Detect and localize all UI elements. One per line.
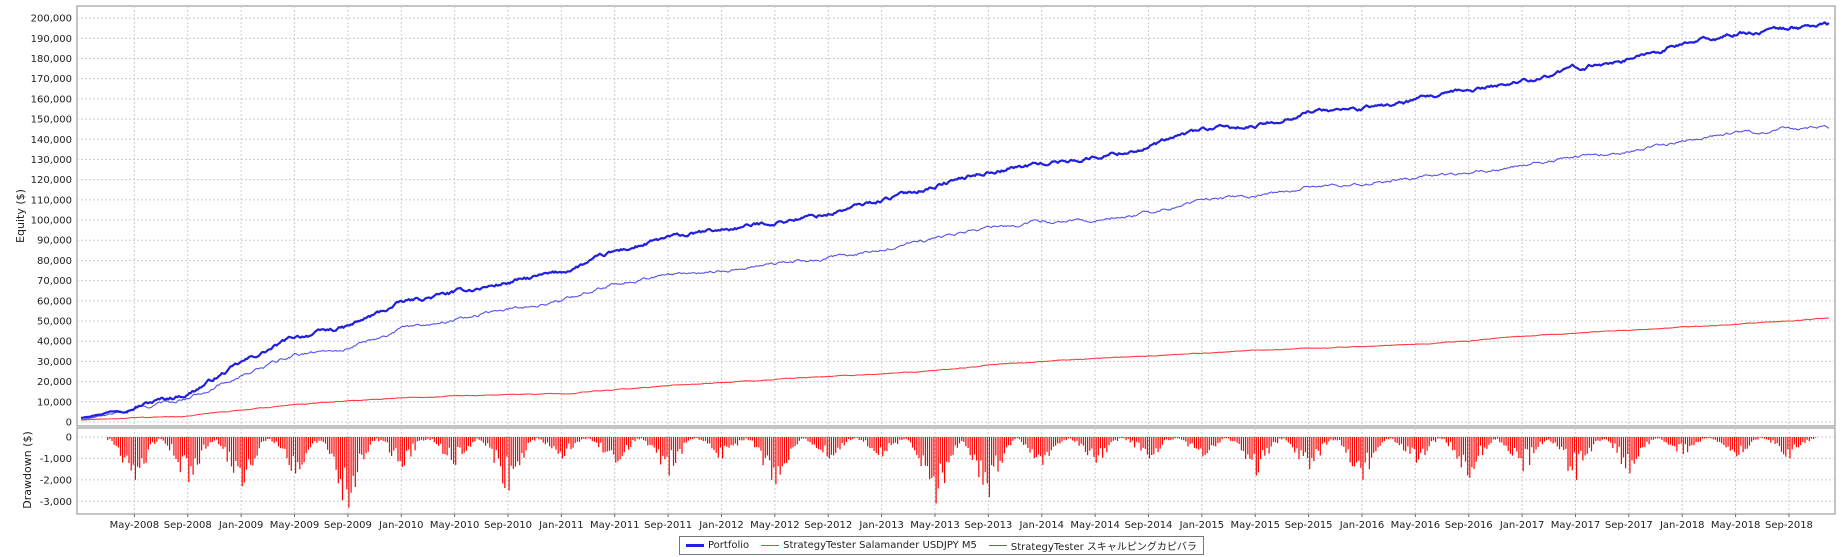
x-tick-label: Jan-2014: [1018, 520, 1063, 531]
x-tick-label: Sep-2018: [1765, 520, 1813, 531]
x-tick-label: Jan-2009: [218, 520, 263, 531]
equity-y-tick-label: 170,000: [31, 74, 72, 85]
x-tick-label: May-2017: [1551, 520, 1601, 531]
x-tick-label: Sep-2009: [324, 520, 372, 531]
x-tick-label: Jan-2012: [698, 520, 743, 531]
x-tick-label: May-2016: [1391, 520, 1441, 531]
equity-y-tick-label: 20,000: [37, 377, 72, 388]
x-tick-label: Jan-2010: [378, 520, 423, 531]
equity-y-tick-label: 80,000: [37, 256, 72, 267]
x-tick-label: Jan-2016: [1339, 520, 1384, 531]
drawdown-y-ticks: 0 -1,000 -2,000 -3,000: [40, 433, 72, 508]
equity-y-tick-label: 120,000: [31, 175, 72, 186]
equity-y-tick-label: 40,000: [37, 337, 72, 348]
equity-lines: [80, 21, 1830, 421]
x-tick-label: Sep-2013: [964, 520, 1012, 531]
equity-y-tick-label: 100,000: [31, 216, 72, 227]
equity-y-tick-label: 90,000: [37, 236, 72, 247]
x-tick-label: Sep-2011: [644, 520, 692, 531]
x-tick-label: Jan-2017: [1499, 520, 1544, 531]
legend-item-kapibara: StrategyTester スキャルピングカピバラ: [988, 538, 1197, 553]
portfolio-line: [80, 21, 1830, 420]
equity-y-tick-label: 110,000: [31, 195, 72, 206]
legend-item-salamander: StrategyTester Salamander USDJPY M5: [761, 540, 977, 551]
equity-y-ticks: 0 10,000 20,000 30,000 40,000 50,000 60,000 70,…: [31, 14, 72, 429]
x-tick-label: May-2015: [1230, 520, 1280, 531]
drawdown-y-tick-label: -2,000: [40, 475, 72, 486]
x-tick-label: May-2008: [110, 520, 160, 531]
x-tick-label: Sep-2016: [1445, 520, 1493, 531]
x-tick-label: Jan-2011: [538, 520, 583, 531]
salamander-line: [80, 317, 1830, 421]
equity-plot-frame: [76, 5, 1836, 427]
x-tick-label: May-2014: [1070, 520, 1120, 531]
equity-y-tick-label: 10,000: [37, 397, 72, 408]
equity-grid: [77, 6, 1835, 426]
drawdown-axis-label: Drawdown ($): [21, 431, 34, 509]
x-tick-label: Sep-2014: [1125, 520, 1173, 531]
x-tick-label: May-2018: [1711, 520, 1761, 531]
drawdown-y-tick-label: 0: [66, 433, 72, 444]
x-tick-label: May-2010: [430, 520, 480, 531]
x-tick-label: Sep-2010: [484, 520, 532, 531]
equity-y-tick-label: 160,000: [31, 94, 72, 105]
equity-y-tick-label: 180,000: [31, 54, 72, 65]
x-tick-label: May-2011: [590, 520, 640, 531]
equity-y-tick-label: 140,000: [31, 135, 72, 146]
legend-label-salamander: StrategyTester Salamander USDJPY M5: [783, 540, 977, 551]
x-tick-label: Sep-2015: [1285, 520, 1333, 531]
kapibara-line: [80, 124, 1830, 421]
x-tick-label: Jan-2015: [1179, 520, 1224, 531]
equity-axis-label: Equity ($): [14, 189, 27, 243]
legend: Portfolio StrategyTester Salamander USDJ…: [679, 536, 1204, 555]
equity-y-tick-label: 70,000: [37, 276, 72, 287]
x-tick-label: May-2009: [270, 520, 320, 531]
x-tick-label: Jan-2013: [858, 520, 903, 531]
equity-y-tick-label: 200,000: [31, 14, 72, 25]
legend-swatch-salamander: [761, 545, 780, 546]
x-tick-label: Sep-2012: [804, 520, 852, 531]
equity-y-tick-label: 0: [66, 418, 72, 429]
drawdown-bars: [107, 437, 1817, 508]
legend-label-kapibara: StrategyTester スキャルピングカピバラ: [1010, 542, 1197, 553]
x-tick-label: May-2012: [750, 520, 800, 531]
drawdown-y-tick-label: -3,000: [40, 497, 72, 508]
x-tick-label: May-2013: [910, 520, 960, 531]
equity-y-tick-label: 60,000: [37, 296, 72, 307]
x-tick-label: Sep-2008: [164, 520, 212, 531]
legend-swatch-kapibara: [988, 545, 1007, 546]
equity-y-tick-label: 30,000: [37, 357, 72, 368]
legend-item-portfolio: Portfolio: [686, 540, 749, 551]
x-tick-label: Jan-2018: [1659, 520, 1704, 531]
equity-y-tick-label: 190,000: [31, 34, 72, 45]
equity-y-tick-label: 50,000: [37, 317, 72, 328]
equity-y-tick-label: 130,000: [31, 155, 72, 166]
equity-y-tick-label: 150,000: [31, 115, 72, 126]
x-axis-ticks: May-2008 Sep-2008 Jan-2009 May-2009 Sep-2009…: [110, 514, 1813, 531]
x-tick-label: Sep-2017: [1605, 520, 1653, 531]
legend-label-portfolio: Portfolio: [708, 540, 750, 551]
drawdown-y-tick-label: -1,000: [40, 454, 72, 465]
legend-swatch-portfolio: [686, 544, 704, 547]
